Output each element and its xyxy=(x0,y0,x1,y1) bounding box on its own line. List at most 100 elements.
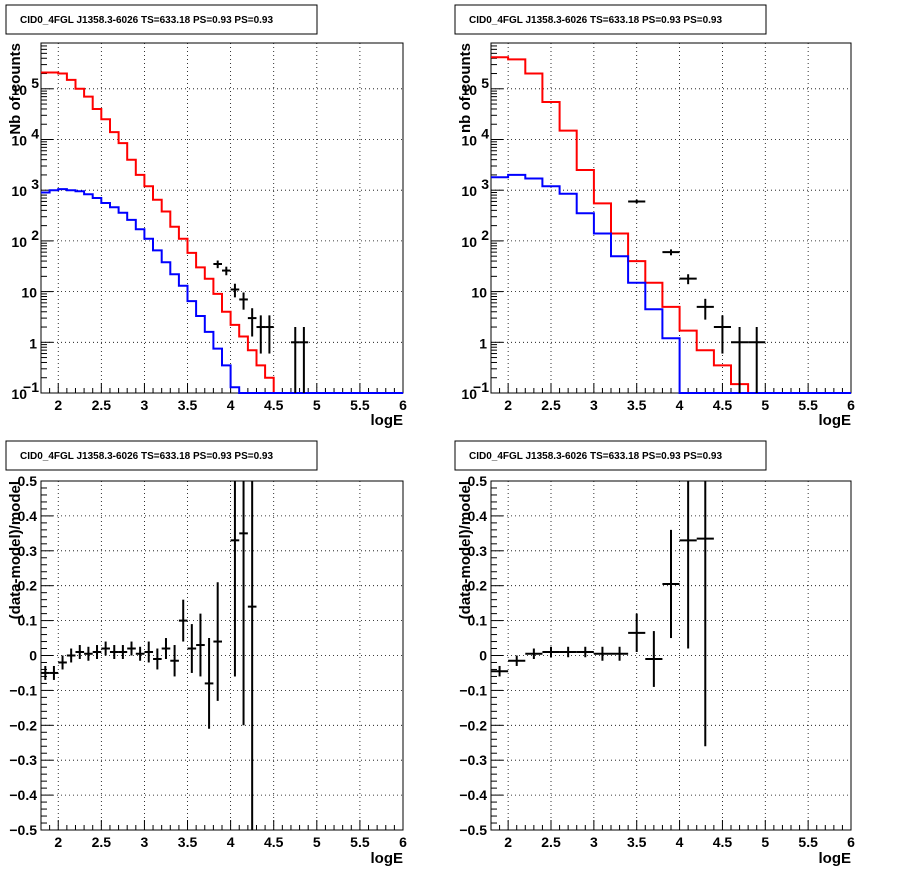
data-point xyxy=(101,641,110,656)
y-tick-label: 10 xyxy=(11,234,27,250)
x-tick-label: 5 xyxy=(761,397,769,413)
data-point xyxy=(187,624,197,673)
x-axis-label: logE xyxy=(371,412,404,429)
y-tick-label: 0.4 xyxy=(468,508,488,524)
data-point xyxy=(679,274,697,285)
y-tick-label: −0.5 xyxy=(459,822,487,838)
y-tick-label: −0.4 xyxy=(9,787,37,803)
y-tick-exponent: 3 xyxy=(481,176,489,192)
x-axis-label: logE xyxy=(819,850,852,867)
data-point xyxy=(679,481,697,649)
x-tick-label: 5.5 xyxy=(350,397,370,413)
data-point xyxy=(213,260,222,269)
title-box xyxy=(454,440,767,471)
y-tick-label: 0 xyxy=(479,648,487,664)
data-point xyxy=(135,646,145,661)
x-tick-label: 4 xyxy=(227,397,235,413)
data-point xyxy=(491,665,509,677)
histogram-series-1 xyxy=(41,188,403,394)
x-tick-label: 3 xyxy=(590,834,598,850)
data-point xyxy=(213,582,222,701)
data-point xyxy=(239,481,248,726)
x-tick-label: 4 xyxy=(676,397,684,413)
grid-lines xyxy=(491,43,851,393)
data-point xyxy=(118,645,128,659)
x-axis-label: logE xyxy=(371,850,404,867)
panel-bottom-left-residuals: CID0_4FGL J1358.3-6026 TS=633.18 PS=0.93… xyxy=(5,440,407,867)
data-point xyxy=(713,315,731,354)
data-point xyxy=(178,599,188,642)
data-point xyxy=(58,655,67,670)
y-tick-label: 10 xyxy=(461,234,477,250)
x-tick-label: 2.5 xyxy=(92,397,112,413)
y-tick-label: 10 xyxy=(461,386,477,402)
data-point xyxy=(41,665,50,680)
data-points xyxy=(41,481,257,830)
y-tick-label: 10 xyxy=(461,183,477,199)
data-point xyxy=(290,327,300,393)
data-point xyxy=(299,327,309,393)
data-point xyxy=(748,327,766,393)
y-tick-exponent: 2 xyxy=(31,227,39,243)
y-tick-label: 0 xyxy=(29,648,37,664)
data-point xyxy=(161,638,171,659)
panel-top-right-counts: CID0_4FGL J1358.3-6026 TS=633.18 PS=0.93… xyxy=(454,4,855,429)
x-tick-label: 2 xyxy=(54,834,62,850)
y-tick-label: 0.2 xyxy=(468,578,488,594)
y-tick-exponent: 4 xyxy=(481,125,489,141)
data-point xyxy=(247,481,257,830)
y-tick-label: −0.2 xyxy=(9,717,37,733)
x-tick-label: 4.5 xyxy=(264,397,284,413)
x-tick-label: 3 xyxy=(141,397,149,413)
x-tick-label: 3.5 xyxy=(627,397,647,413)
data-point xyxy=(75,645,85,659)
data-point xyxy=(508,655,526,666)
x-tick-label: 5.5 xyxy=(350,834,370,850)
x-tick-label: 5.5 xyxy=(798,834,818,850)
data-point xyxy=(593,646,611,661)
y-axis-label: Nb of counts xyxy=(7,43,24,135)
data-point xyxy=(109,645,119,659)
x-tick-label: 5 xyxy=(313,834,321,850)
x-tick-label: 4.5 xyxy=(713,397,733,413)
data-point xyxy=(628,199,646,204)
x-tick-label: 2 xyxy=(504,834,512,850)
panel-top-left-counts: CID0_4FGL J1358.3-6026 TS=633.18 PS=0.93… xyxy=(5,4,407,429)
data-point xyxy=(559,646,577,658)
y-tick-label: 10 xyxy=(461,132,477,148)
y-tick-label: 1 xyxy=(29,335,37,351)
x-tick-label: 4 xyxy=(227,834,235,850)
data-point xyxy=(256,315,266,354)
data-point xyxy=(576,646,594,658)
x-tick-label: 2 xyxy=(54,397,62,413)
y-tick-exponent: 4 xyxy=(31,125,39,141)
y-tick-label: 10 xyxy=(471,285,487,301)
y-tick-label: −0.1 xyxy=(9,682,37,698)
panel-title: CID0_4FGL J1358.3-6026 TS=633.18 PS=0.93… xyxy=(20,15,273,26)
panel-title: CID0_4FGL J1358.3-6026 TS=633.18 PS=0.93… xyxy=(469,451,722,462)
x-tick-label: 6 xyxy=(847,834,855,850)
x-tick-label: 3.5 xyxy=(627,834,647,850)
x-tick-label: 4.5 xyxy=(713,834,733,850)
y-tick-label: 10 xyxy=(11,82,27,98)
x-tick-label: 4 xyxy=(676,834,684,850)
data-point xyxy=(696,481,714,747)
x-tick-label: 5 xyxy=(761,834,769,850)
y-tick-exponent: 2 xyxy=(481,227,489,243)
y-tick-label: −0.3 xyxy=(459,752,487,768)
y-tick-label: 0.5 xyxy=(18,473,38,489)
x-tick-label: 4.5 xyxy=(264,834,284,850)
y-tick-label: 1 xyxy=(479,335,487,351)
histogram-series-1 xyxy=(491,173,851,394)
x-tick-label: 3.5 xyxy=(178,834,198,850)
y-tick-exponent: −1 xyxy=(473,379,489,395)
data-point xyxy=(662,249,680,256)
data-points xyxy=(213,260,309,393)
data-point xyxy=(230,481,240,677)
y-tick-label: 0.3 xyxy=(18,543,38,559)
data-point xyxy=(196,613,205,677)
y-tick-exponent: 5 xyxy=(31,75,39,91)
data-point xyxy=(127,641,136,656)
data-points xyxy=(491,481,714,747)
data-point xyxy=(84,646,93,661)
